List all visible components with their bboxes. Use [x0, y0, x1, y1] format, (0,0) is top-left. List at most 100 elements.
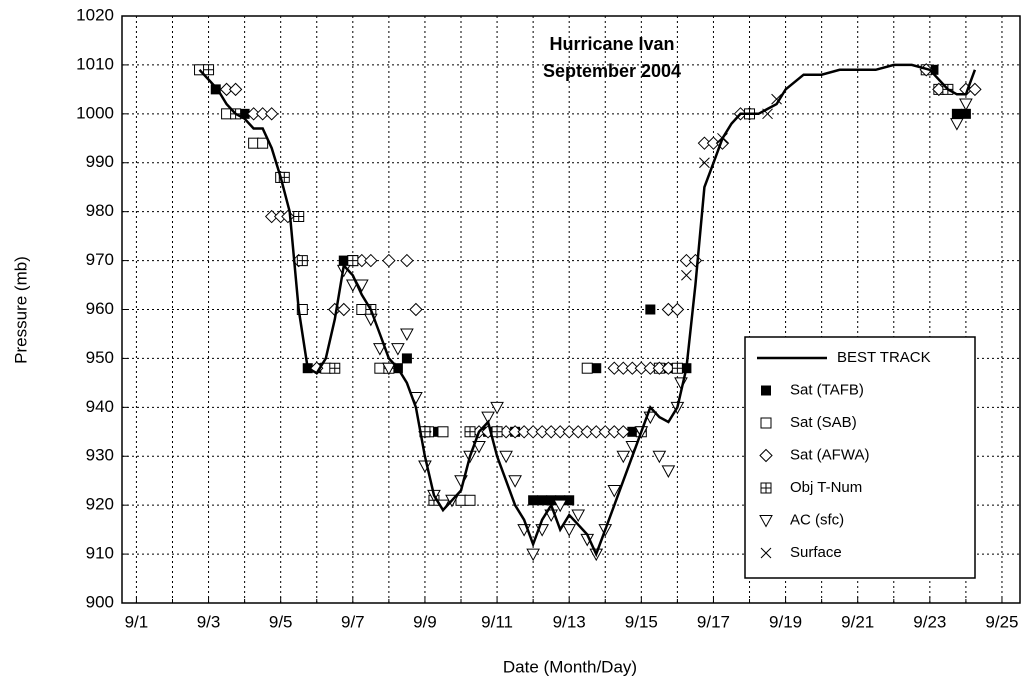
marker	[607, 484, 622, 498]
marker	[960, 108, 971, 119]
y-axis-label: Pressure (mb)	[11, 256, 30, 364]
marker	[221, 108, 233, 120]
marker	[706, 136, 721, 150]
marker	[491, 426, 503, 438]
marker	[681, 269, 692, 281]
marker	[337, 302, 351, 317]
marker	[761, 385, 771, 396]
marker	[296, 255, 308, 267]
marker	[464, 426, 476, 438]
legend-label: Surface	[790, 544, 842, 561]
marker	[239, 108, 250, 119]
marker	[581, 362, 593, 374]
marker	[968, 82, 982, 97]
marker	[688, 253, 703, 268]
x-tick-label: 9/3	[197, 612, 221, 631]
x-tick-label: 9/13	[553, 612, 586, 631]
legend-label: Sat (SAB)	[790, 414, 857, 431]
marker	[499, 450, 513, 464]
marker	[219, 82, 234, 97]
marker	[281, 209, 295, 224]
marker	[661, 302, 676, 317]
chart-title: Hurricane Ivan	[549, 34, 674, 54]
marker	[356, 304, 368, 315]
marker	[661, 465, 676, 478]
y-tick-label: 1020	[76, 5, 114, 24]
marker	[528, 495, 539, 506]
marker	[248, 137, 260, 149]
marker	[364, 253, 378, 268]
marker	[951, 108, 962, 119]
marker	[264, 107, 279, 121]
x-tick-label: 9/23	[913, 612, 946, 631]
marker	[437, 426, 449, 438]
chart-subtitle: September 2004	[543, 61, 681, 81]
x-tick-label: 9/11	[481, 612, 513, 631]
legend-label: Obj T-Num	[790, 479, 862, 496]
marker	[264, 209, 279, 224]
marker	[616, 425, 631, 439]
marker	[508, 425, 522, 439]
marker	[760, 547, 772, 559]
legend-label: AC (sfc)	[790, 511, 844, 528]
marker	[255, 107, 270, 121]
y-tick-label: 930	[86, 446, 114, 465]
marker	[759, 448, 773, 463]
marker	[607, 425, 621, 439]
marker	[537, 495, 548, 506]
marker	[535, 425, 549, 439]
marker	[652, 361, 667, 375]
marker	[562, 425, 576, 439]
marker	[959, 98, 973, 112]
marker	[697, 136, 712, 150]
marker	[591, 363, 602, 374]
y-tick-label: 970	[86, 250, 114, 269]
x-tick-label: 9/17	[697, 612, 730, 631]
marker	[616, 450, 631, 464]
marker	[401, 353, 412, 364]
marker	[553, 499, 568, 513]
y-tick-label: 1000	[76, 103, 114, 122]
legend-label: Sat (AFWA)	[790, 446, 869, 463]
plot-frame	[121, 15, 1021, 604]
marker	[464, 494, 476, 506]
marker	[645, 304, 656, 315]
x-tick-label: 9/1	[125, 612, 149, 631]
marker	[526, 425, 540, 439]
marker	[544, 425, 558, 439]
marker	[203, 64, 215, 76]
x-tick-label: 9/5	[269, 612, 293, 631]
marker	[950, 118, 964, 131]
marker	[382, 253, 396, 268]
marker	[481, 411, 495, 425]
marker	[409, 302, 423, 317]
marker	[598, 425, 612, 439]
y-tick-label: 950	[86, 348, 114, 367]
marker	[293, 211, 305, 223]
marker	[928, 64, 939, 75]
marker	[472, 440, 486, 454]
marker	[679, 253, 694, 268]
marker	[329, 362, 341, 374]
x-tick-label: 9/19	[769, 612, 802, 631]
x-tick-label: 9/9	[413, 612, 437, 631]
marker	[347, 255, 359, 267]
marker	[634, 361, 649, 375]
marker	[562, 524, 577, 537]
y-tick-label: 900	[86, 592, 114, 611]
y-tick-label: 1010	[76, 54, 114, 73]
marker	[382, 362, 396, 376]
marker	[670, 302, 685, 317]
marker	[607, 361, 621, 375]
marker	[564, 495, 575, 506]
marker	[400, 328, 414, 342]
marker	[228, 82, 243, 97]
marker	[671, 362, 683, 374]
x-tick-label: 9/25	[985, 612, 1018, 631]
x-axis-label: Date (Month/Day)	[503, 657, 637, 676]
y-tick-label: 920	[86, 495, 114, 514]
marker	[580, 425, 594, 439]
marker	[627, 426, 638, 437]
marker	[589, 425, 603, 439]
